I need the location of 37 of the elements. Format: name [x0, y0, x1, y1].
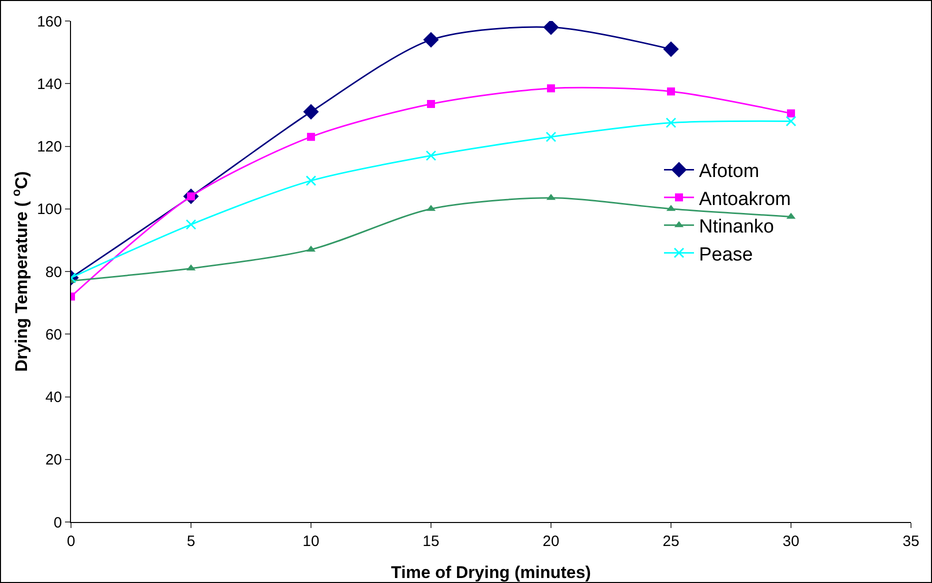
- y-tick-label: 160: [36, 13, 62, 30]
- point: [667, 87, 675, 96]
- y-tick-label: 80: [45, 264, 62, 281]
- x-tick-label: 15: [422, 533, 440, 550]
- point: [186, 219, 196, 230]
- x-tick-label: 10: [302, 533, 320, 550]
- point: [427, 100, 435, 108]
- point: [426, 150, 436, 161]
- point: [547, 84, 555, 92]
- y-tick-label: 20: [45, 452, 62, 469]
- point: [663, 41, 679, 57]
- point: [307, 132, 315, 141]
- x-tick-label: 0: [66, 533, 76, 550]
- legend-label: Ntinanko: [699, 216, 774, 238]
- point: [543, 21, 559, 36]
- y-tick-label: 100: [36, 201, 62, 218]
- x-axis-title: Time of Drying (minutes): [391, 563, 591, 582]
- y-tick-label: 120: [36, 138, 62, 156]
- y-tick-label: 40: [45, 389, 62, 406]
- x-tick-label: 20: [542, 533, 560, 550]
- point: [666, 118, 676, 128]
- x-tick-label: 30: [782, 533, 800, 550]
- legend-label: Antoakrom: [699, 188, 791, 210]
- y-tick-label: 60: [45, 326, 62, 344]
- legend-label: Pease: [699, 244, 753, 266]
- point: [787, 109, 795, 118]
- point: [786, 116, 796, 126]
- x-tick-label: 5: [186, 533, 196, 550]
- legend-label: Afotom: [699, 161, 760, 182]
- point: [303, 104, 319, 120]
- x-tick-label: 35: [902, 533, 920, 550]
- point: [306, 175, 316, 186]
- point: [546, 132, 556, 142]
- point: [423, 32, 439, 48]
- x-tick-label: 25: [662, 533, 680, 550]
- y-tick-label: 0: [54, 514, 62, 532]
- y-tick-label: 140: [36, 76, 62, 93]
